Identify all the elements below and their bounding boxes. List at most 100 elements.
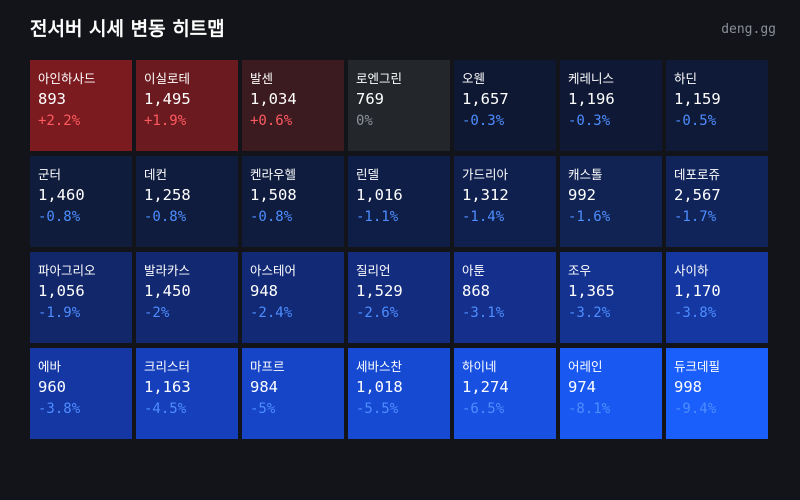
price-change: -0.8%: [250, 209, 293, 225]
price-change: -6.5%: [462, 401, 505, 417]
site-label: deng.gg: [721, 22, 776, 37]
server-price: 1,460: [38, 186, 85, 204]
price-change: 0%: [356, 113, 373, 129]
server-price: 1,034: [250, 90, 297, 108]
server-price: 948: [250, 282, 278, 300]
server-name: 가드리아: [462, 167, 509, 182]
server-cell: 마프르 984 -5%: [242, 348, 344, 439]
server-price: 1,016: [356, 186, 403, 204]
price-change: -5%: [250, 401, 276, 417]
server-price: 1,274: [462, 378, 509, 396]
server-price: 2,567: [674, 186, 721, 204]
server-name: 듀크데필: [674, 359, 721, 374]
price-change: -3.8%: [38, 401, 81, 417]
server-cell: 하이네 1,274 -6.5%: [454, 348, 556, 439]
price-change: +2.2%: [38, 113, 81, 129]
server-cell: 어레인 974 -8.1%: [560, 348, 662, 439]
server-name: 조우: [568, 263, 592, 278]
price-change: -0.5%: [674, 113, 717, 129]
server-cell: 발센 1,034 +0.6%: [242, 60, 344, 151]
price-change: -3.8%: [674, 305, 717, 321]
server-name: 마프르: [250, 359, 285, 374]
price-change: -1.1%: [356, 209, 399, 225]
server-cell: 발라카스 1,450 -2%: [136, 252, 238, 343]
price-change: -8.1%: [568, 401, 611, 417]
server-name: 세바스찬: [356, 359, 403, 374]
server-price: 1,170: [674, 282, 721, 300]
server-cell: 이실로테 1,495 +1.9%: [136, 60, 238, 151]
server-name: 에바: [38, 359, 62, 374]
server-name: 질리언: [356, 263, 391, 278]
server-cell: 듀크데필 998 -9.4%: [666, 348, 768, 439]
server-price: 984: [250, 378, 278, 396]
price-change: -1.4%: [462, 209, 505, 225]
price-change: -2%: [144, 305, 170, 321]
server-price: 1,312: [462, 186, 509, 204]
price-change: -0.8%: [144, 209, 187, 225]
server-price: 1,258: [144, 186, 191, 204]
page-title: 전서버 시세 변동 히트맵: [30, 18, 225, 40]
server-cell: 데포로쥬 2,567 -1.7%: [666, 156, 768, 247]
server-name: 파아그리오: [38, 263, 96, 278]
server-cell: 사이하 1,170 -3.8%: [666, 252, 768, 343]
server-cell: 가드리아 1,312 -1.4%: [454, 156, 556, 247]
server-price: 868: [462, 282, 490, 300]
price-change: +0.6%: [250, 113, 293, 129]
price-change: -0.8%: [38, 209, 81, 225]
server-price: 1,056: [38, 282, 85, 300]
server-cell: 아스테어 948 -2.4%: [242, 252, 344, 343]
server-cell: 질리언 1,529 -2.6%: [348, 252, 450, 343]
server-name: 크리스터: [144, 359, 191, 374]
server-name: 데컨: [144, 167, 168, 182]
price-change: -4.5%: [144, 401, 187, 417]
server-name: 아인하사드: [38, 71, 96, 86]
server-cell: 캐스톨 992 -1.6%: [560, 156, 662, 247]
server-name: 오웬: [462, 71, 486, 86]
price-change: -1.7%: [674, 209, 717, 225]
price-change: -0.3%: [462, 113, 505, 129]
server-price: 1,018: [356, 378, 403, 396]
server-name: 캐스톨: [568, 167, 603, 182]
server-cell: 크리스터 1,163 -4.5%: [136, 348, 238, 439]
server-price: 992: [568, 186, 596, 204]
server-cell: 데컨 1,258 -0.8%: [136, 156, 238, 247]
server-price: 1,657: [462, 90, 509, 108]
price-change: -5.5%: [356, 401, 399, 417]
server-name: 어레인: [568, 359, 603, 374]
server-price: 998: [674, 378, 702, 396]
server-name: 아툰: [462, 263, 486, 278]
server-cell: 아툰 868 -3.1%: [454, 252, 556, 343]
server-name: 로엔그린: [356, 71, 403, 86]
server-price: 1,365: [568, 282, 615, 300]
server-name: 발센: [250, 71, 274, 86]
server-name: 린델: [356, 167, 380, 182]
price-change: +1.9%: [144, 113, 187, 129]
server-price: 1,450: [144, 282, 191, 300]
heatmap-grid: 아인하사드 893 +2.2% 이실로테 1,495 +1.9% 발센 1,034 +0.6% 로…: [30, 60, 768, 439]
server-name: 발라카스: [144, 263, 191, 278]
price-change: -1.9%: [38, 305, 81, 321]
server-name: 아스테어: [250, 263, 297, 278]
server-cell: 케레니스 1,196 -0.3%: [560, 60, 662, 151]
server-name: 케레니스: [568, 71, 615, 86]
server-cell: 린델 1,016 -1.1%: [348, 156, 450, 247]
server-name: 하이네: [462, 359, 497, 374]
server-price: 1,196: [568, 90, 615, 108]
server-name: 하딘: [674, 71, 698, 86]
server-name: 데포로쥬: [674, 167, 721, 182]
server-price: 893: [38, 90, 66, 108]
server-name: 군터: [38, 167, 62, 182]
price-change: -2.6%: [356, 305, 399, 321]
server-cell: 로엔그린 769 0%: [348, 60, 450, 151]
server-cell: 하딘 1,159 -0.5%: [666, 60, 768, 151]
price-change: -9.4%: [674, 401, 717, 417]
server-cell: 켄라우헬 1,508 -0.8%: [242, 156, 344, 247]
server-cell: 오웬 1,657 -0.3%: [454, 60, 556, 151]
server-price: 1,495: [144, 90, 191, 108]
price-change: -3.1%: [462, 305, 505, 321]
server-price: 1,508: [250, 186, 297, 204]
server-cell: 조우 1,365 -3.2%: [560, 252, 662, 343]
server-name: 이실로테: [144, 71, 191, 86]
server-cell: 파아그리오 1,056 -1.9%: [30, 252, 132, 343]
price-change: -3.2%: [568, 305, 611, 321]
